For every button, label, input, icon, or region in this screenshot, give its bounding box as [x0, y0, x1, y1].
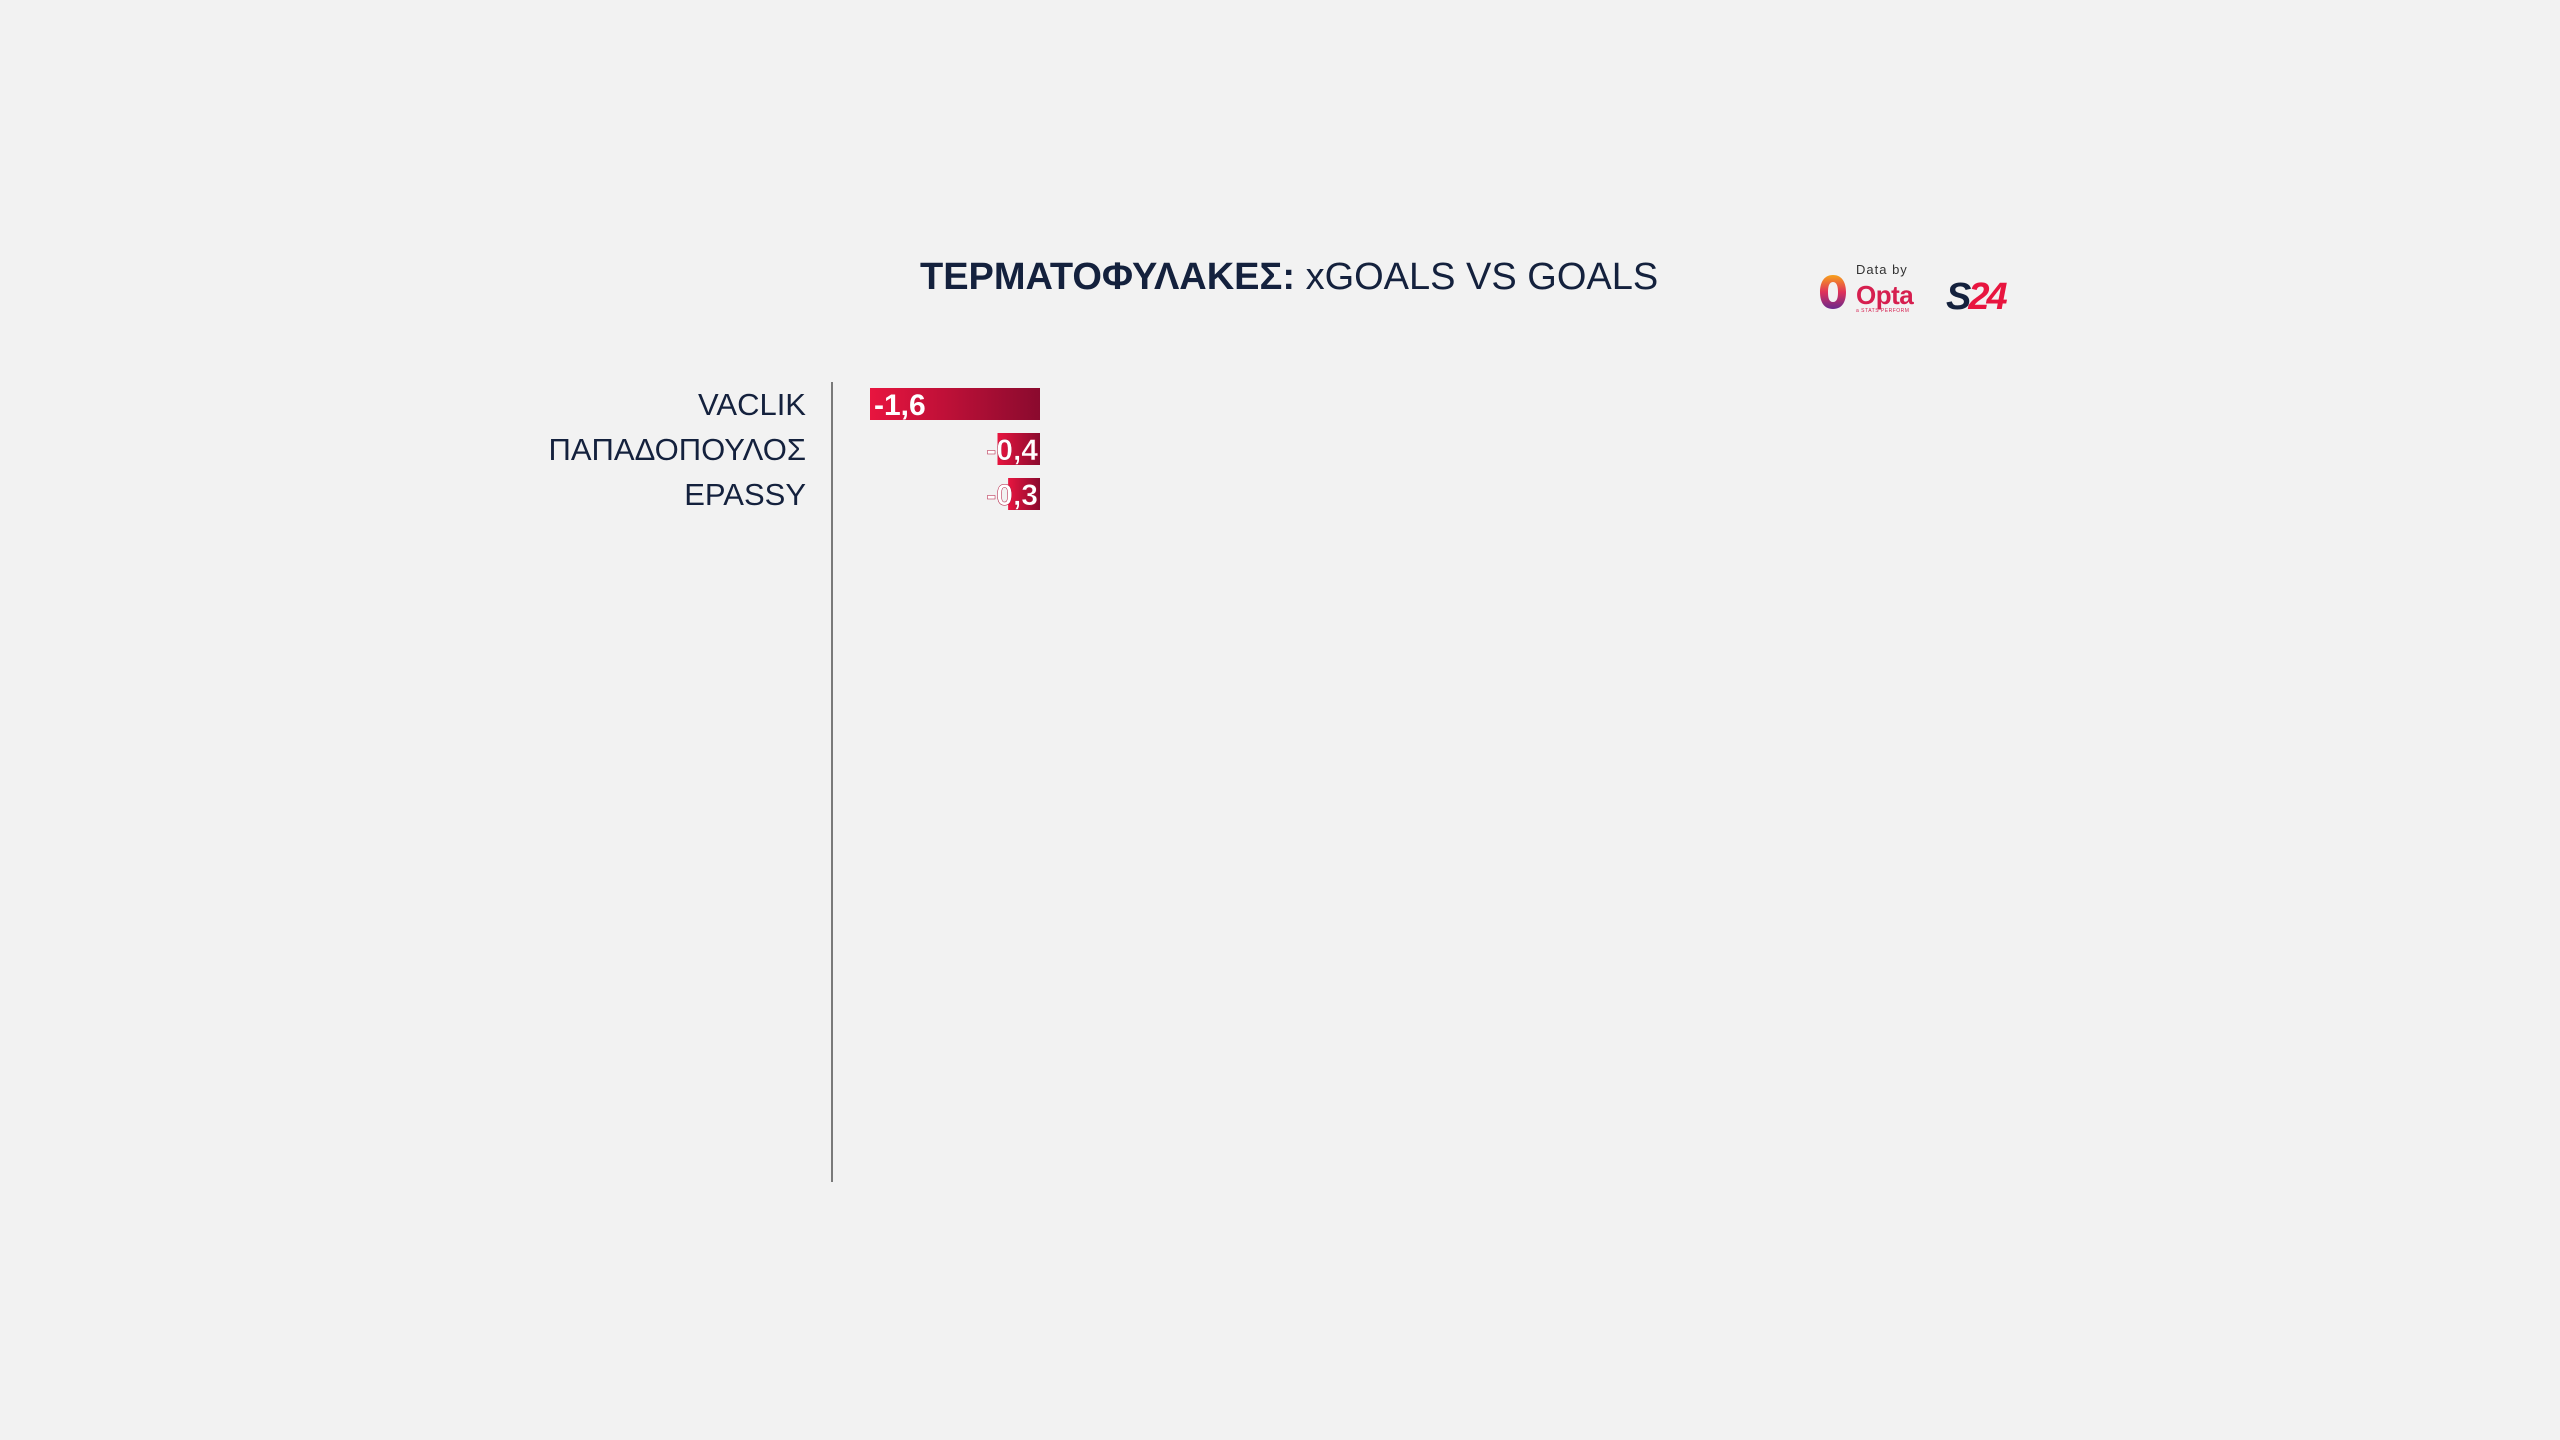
bar: [870, 388, 1040, 420]
opta-logo-text: Opta: [1856, 280, 1914, 310]
category-label: ΠΑΠΑΔΟΠΟΥΛΟΣ: [548, 432, 806, 467]
chart-title: ΤΕΡΜΑΤΟΦΥΛΑΚΕΣ: xGOALS VS GOALS: [920, 256, 1658, 299]
s24-logo: S24: [1946, 276, 2008, 318]
logos: Data by Opta a STATS PERFORM S24: [1812, 258, 2032, 318]
chart-title-bold: ΤΕΡΜΑΤΟΦΥΛΑΚΕΣ:: [920, 256, 1295, 298]
value-label: -0,3: [986, 479, 1038, 512]
opta-logo-icon: [1820, 275, 1846, 309]
data-by-label: Data by: [1856, 262, 1908, 277]
bar: [1008, 478, 1040, 510]
chart-title-regular: xGOALS VS GOALS: [1305, 256, 1659, 298]
category-label: EPASSY: [684, 477, 806, 512]
value-label: -0,4: [986, 434, 1038, 467]
opta-logo-subtext: a STATS PERFORM: [1856, 308, 1910, 314]
category-label: VACLIK: [698, 387, 806, 422]
bar: [997, 433, 1040, 465]
value-label: -1,6: [874, 389, 926, 422]
